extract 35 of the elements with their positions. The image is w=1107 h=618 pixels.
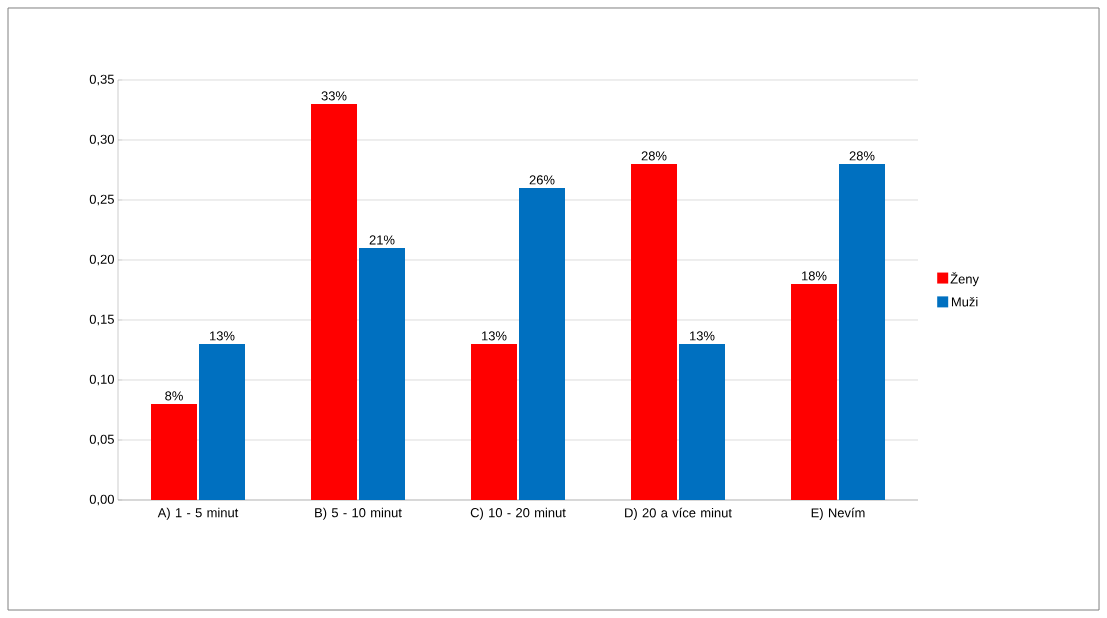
data-label: 26% <box>529 175 555 185</box>
bar <box>679 344 725 500</box>
bar <box>151 404 198 500</box>
x-tick-label: B) 5 - 10 minut <box>315 507 402 520</box>
y-tick-label: 0,20 <box>89 254 114 266</box>
x-tick-label: C) 10 - 20 minut <box>470 507 566 520</box>
data-label: 28% <box>849 151 875 161</box>
data-label: 21% <box>369 235 395 245</box>
x-tick-label: E) Nevím <box>811 507 865 520</box>
bar <box>839 164 885 500</box>
y-tick-label: 0,00 <box>89 494 114 506</box>
y-tick-label: 0,10 <box>89 374 114 386</box>
data-label: 28% <box>641 151 667 161</box>
y-tick-label: 0,30 <box>89 134 114 146</box>
y-tick-label: 0,25 <box>89 194 114 206</box>
data-label: 18% <box>802 271 827 281</box>
bar <box>311 104 358 500</box>
bar <box>631 164 678 500</box>
legend-label: Muži <box>951 296 978 307</box>
bar <box>359 248 405 500</box>
data-label: 13% <box>690 331 715 341</box>
x-tick-label: A) 1 - 5 minut <box>157 507 239 520</box>
data-label: 13% <box>210 331 235 341</box>
bar <box>519 188 565 500</box>
y-tick-label: 0,35 <box>89 74 114 86</box>
bar <box>471 344 518 500</box>
data-label: 8% <box>165 391 183 401</box>
x-tick-label: D) 20 a více minut <box>625 507 732 520</box>
bar <box>791 284 838 500</box>
data-label: 33% <box>321 91 347 101</box>
data-label: 13% <box>482 331 507 341</box>
y-tick-label: 0,05 <box>89 434 114 446</box>
bar <box>199 344 245 500</box>
legend-label: Ženy <box>950 272 979 287</box>
y-tick-label: 0,15 <box>89 314 114 326</box>
